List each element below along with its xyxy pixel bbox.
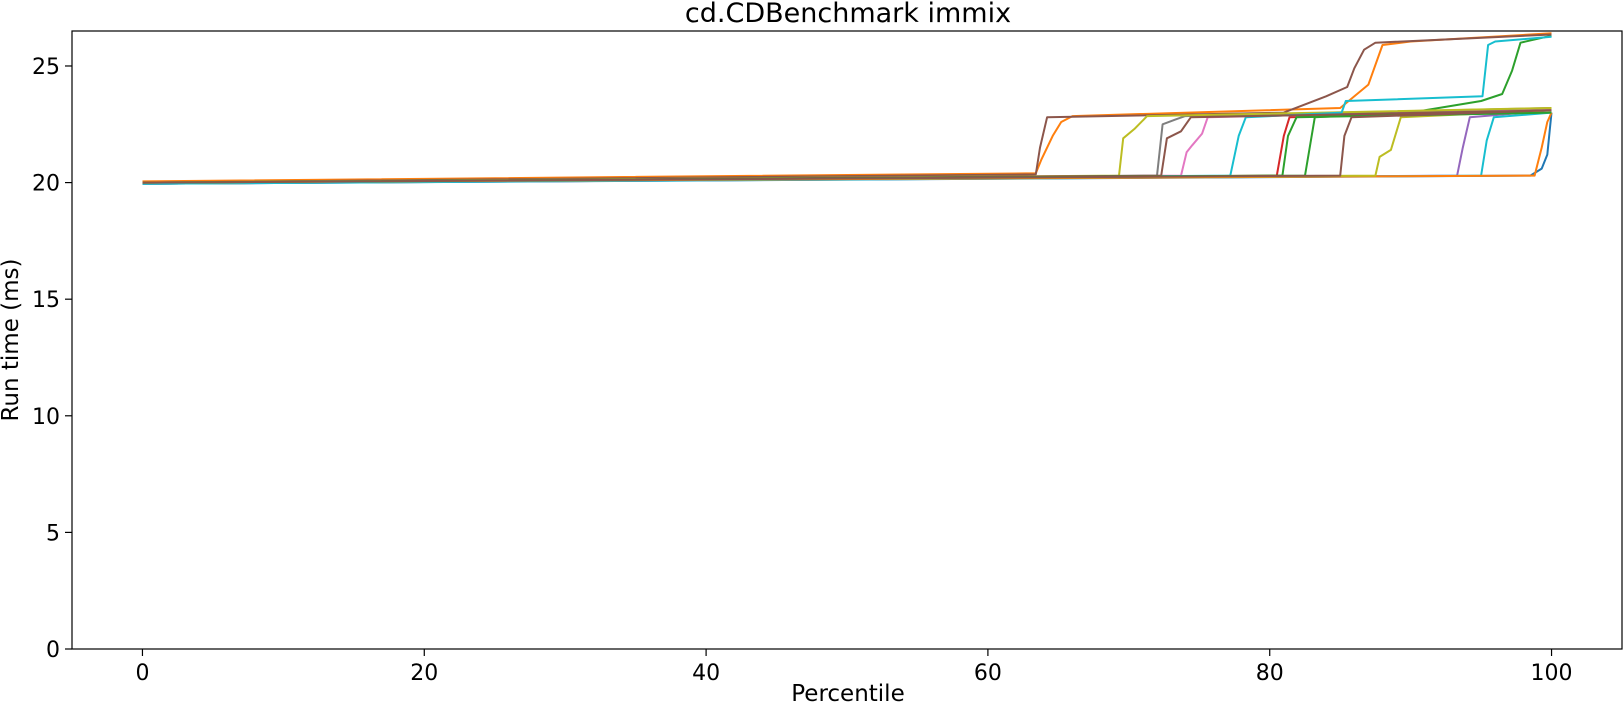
x-axis-ticks: 0 20 40 60 80 100 <box>135 649 1573 686</box>
y-tick-label: 5 <box>46 521 60 546</box>
y-tick-label: 25 <box>32 55 60 80</box>
chart-title: cd.CDBenchmark immix <box>685 0 1011 29</box>
y-axis-ticks: 0 5 10 15 20 25 <box>32 55 72 663</box>
y-tick-label: 0 <box>46 638 60 663</box>
plot-area <box>72 31 1622 649</box>
x-tick-label: 20 <box>410 661 438 686</box>
y-axis-label: Run time (ms) <box>0 258 24 421</box>
x-tick-label: 60 <box>974 661 1002 686</box>
series-line-6 <box>142 33 1552 184</box>
y-tick-label: 10 <box>32 405 60 430</box>
x-tick-label: 80 <box>1256 661 1284 686</box>
x-axis-label: Percentile <box>791 681 904 707</box>
series-line-16 <box>142 109 1552 184</box>
y-tick-label: 20 <box>32 172 60 197</box>
y-tick-label: 15 <box>32 288 60 313</box>
x-tick-label: 40 <box>692 661 720 686</box>
x-tick-label: 0 <box>135 661 149 686</box>
series-line-3 <box>142 34 1552 185</box>
series-lines <box>142 32 1553 185</box>
x-tick-label: 100 <box>1531 661 1573 686</box>
series-line-10 <box>142 35 1552 185</box>
plot-frame <box>71 30 1623 650</box>
